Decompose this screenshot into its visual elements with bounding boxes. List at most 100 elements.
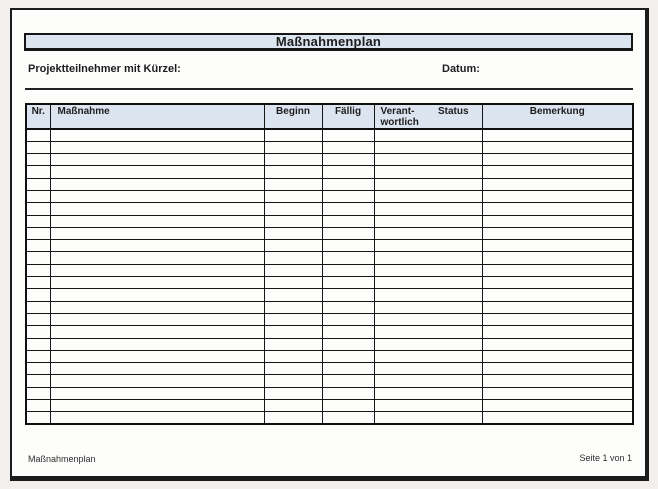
table-cell-nr[interactable] — [25, 239, 51, 253]
table-cell-beginn[interactable] — [263, 362, 323, 376]
table-cell-nr[interactable] — [25, 214, 51, 228]
table-cell-faellig[interactable] — [321, 153, 375, 167]
table-cell-bemerkung[interactable] — [481, 214, 634, 228]
table-cell-beginn[interactable] — [263, 312, 323, 327]
table-cell-bemerkung[interactable] — [481, 276, 634, 290]
table-cell-beginn[interactable] — [263, 177, 323, 191]
table-cell-verantwortlich_status[interactable] — [373, 325, 483, 339]
table-cell-verantwortlich_status[interactable] — [373, 362, 483, 376]
table-cell-faellig[interactable] — [321, 140, 375, 155]
table-cell-massnahme[interactable] — [49, 177, 265, 191]
table-cell-faellig[interactable] — [321, 362, 375, 376]
table-cell-faellig[interactable] — [321, 239, 375, 253]
table-cell-bemerkung[interactable] — [481, 251, 634, 265]
table-cell-beginn[interactable] — [263, 239, 323, 253]
table-cell-massnahme[interactable] — [49, 288, 265, 302]
table-cell-nr[interactable] — [25, 128, 51, 142]
table-cell-bemerkung[interactable] — [481, 153, 634, 167]
table-cell-faellig[interactable] — [321, 177, 375, 191]
table-cell-massnahme[interactable] — [49, 312, 265, 327]
table-cell-beginn[interactable] — [263, 226, 323, 241]
table-cell-verantwortlich_status[interactable] — [373, 312, 483, 327]
table-cell-nr[interactable] — [25, 300, 51, 314]
table-cell-beginn[interactable] — [263, 128, 323, 142]
table-cell-verantwortlich_status[interactable] — [373, 349, 483, 364]
table-cell-bemerkung[interactable] — [481, 411, 634, 425]
table-cell-bemerkung[interactable] — [481, 140, 634, 155]
table-cell-bemerkung[interactable] — [481, 165, 634, 179]
table-cell-bemerkung[interactable] — [481, 362, 634, 376]
table-cell-nr[interactable] — [25, 399, 51, 413]
table-cell-beginn[interactable] — [263, 300, 323, 314]
table-cell-massnahme[interactable] — [49, 153, 265, 167]
table-cell-bemerkung[interactable] — [481, 263, 634, 278]
table-cell-massnahme[interactable] — [49, 399, 265, 413]
table-cell-massnahme[interactable] — [49, 325, 265, 339]
table-cell-bemerkung[interactable] — [481, 202, 634, 216]
table-cell-verantwortlich_status[interactable] — [373, 239, 483, 253]
table-cell-massnahme[interactable] — [49, 128, 265, 142]
table-cell-verantwortlich_status[interactable] — [373, 288, 483, 302]
table-cell-bemerkung[interactable] — [481, 312, 634, 327]
table-cell-verantwortlich_status[interactable] — [373, 153, 483, 167]
table-cell-verantwortlich_status[interactable] — [373, 189, 483, 204]
table-cell-faellig[interactable] — [321, 226, 375, 241]
table-cell-faellig[interactable] — [321, 165, 375, 179]
table-cell-beginn[interactable] — [263, 325, 323, 339]
table-cell-faellig[interactable] — [321, 300, 375, 314]
table-cell-faellig[interactable] — [321, 386, 375, 401]
table-cell-massnahme[interactable] — [49, 140, 265, 155]
table-cell-massnahme[interactable] — [49, 276, 265, 290]
table-cell-bemerkung[interactable] — [481, 349, 634, 364]
table-cell-verantwortlich_status[interactable] — [373, 300, 483, 314]
table-cell-massnahme[interactable] — [49, 386, 265, 401]
table-cell-verantwortlich_status[interactable] — [373, 128, 483, 142]
table-cell-faellig[interactable] — [321, 325, 375, 339]
table-cell-faellig[interactable] — [321, 189, 375, 204]
table-cell-nr[interactable] — [25, 288, 51, 302]
table-cell-beginn[interactable] — [263, 349, 323, 364]
table-cell-verantwortlich_status[interactable] — [373, 140, 483, 155]
table-cell-massnahme[interactable] — [49, 374, 265, 388]
table-cell-nr[interactable] — [25, 165, 51, 179]
table-cell-faellig[interactable] — [321, 411, 375, 425]
table-cell-massnahme[interactable] — [49, 239, 265, 253]
table-cell-beginn[interactable] — [263, 337, 323, 351]
table-cell-nr[interactable] — [25, 325, 51, 339]
table-cell-faellig[interactable] — [321, 263, 375, 278]
table-cell-faellig[interactable] — [321, 337, 375, 351]
table-cell-bemerkung[interactable] — [481, 226, 634, 241]
participants-value-field[interactable] — [197, 63, 427, 76]
table-cell-faellig[interactable] — [321, 399, 375, 413]
table-cell-faellig[interactable] — [321, 312, 375, 327]
table-cell-faellig[interactable] — [321, 128, 375, 142]
table-cell-nr[interactable] — [25, 226, 51, 241]
table-cell-massnahme[interactable] — [49, 226, 265, 241]
table-cell-beginn[interactable] — [263, 189, 323, 204]
table-cell-verantwortlich_status[interactable] — [373, 399, 483, 413]
table-cell-nr[interactable] — [25, 140, 51, 155]
table-cell-massnahme[interactable] — [49, 411, 265, 425]
table-cell-beginn[interactable] — [263, 153, 323, 167]
table-cell-verantwortlich_status[interactable] — [373, 374, 483, 388]
table-cell-bemerkung[interactable] — [481, 325, 634, 339]
table-cell-massnahme[interactable] — [49, 214, 265, 228]
table-cell-massnahme[interactable] — [49, 251, 265, 265]
table-cell-nr[interactable] — [25, 374, 51, 388]
table-cell-faellig[interactable] — [321, 288, 375, 302]
table-cell-nr[interactable] — [25, 251, 51, 265]
table-cell-massnahme[interactable] — [49, 337, 265, 351]
table-cell-nr[interactable] — [25, 337, 51, 351]
table-cell-verantwortlich_status[interactable] — [373, 177, 483, 191]
table-cell-faellig[interactable] — [321, 214, 375, 228]
table-cell-verantwortlich_status[interactable] — [373, 226, 483, 241]
table-cell-bemerkung[interactable] — [481, 189, 634, 204]
table-cell-bemerkung[interactable] — [481, 337, 634, 351]
table-cell-verantwortlich_status[interactable] — [373, 214, 483, 228]
table-cell-nr[interactable] — [25, 386, 51, 401]
table-cell-beginn[interactable] — [263, 251, 323, 265]
table-cell-nr[interactable] — [25, 276, 51, 290]
table-cell-verantwortlich_status[interactable] — [373, 251, 483, 265]
table-cell-faellig[interactable] — [321, 202, 375, 216]
table-cell-nr[interactable] — [25, 202, 51, 216]
